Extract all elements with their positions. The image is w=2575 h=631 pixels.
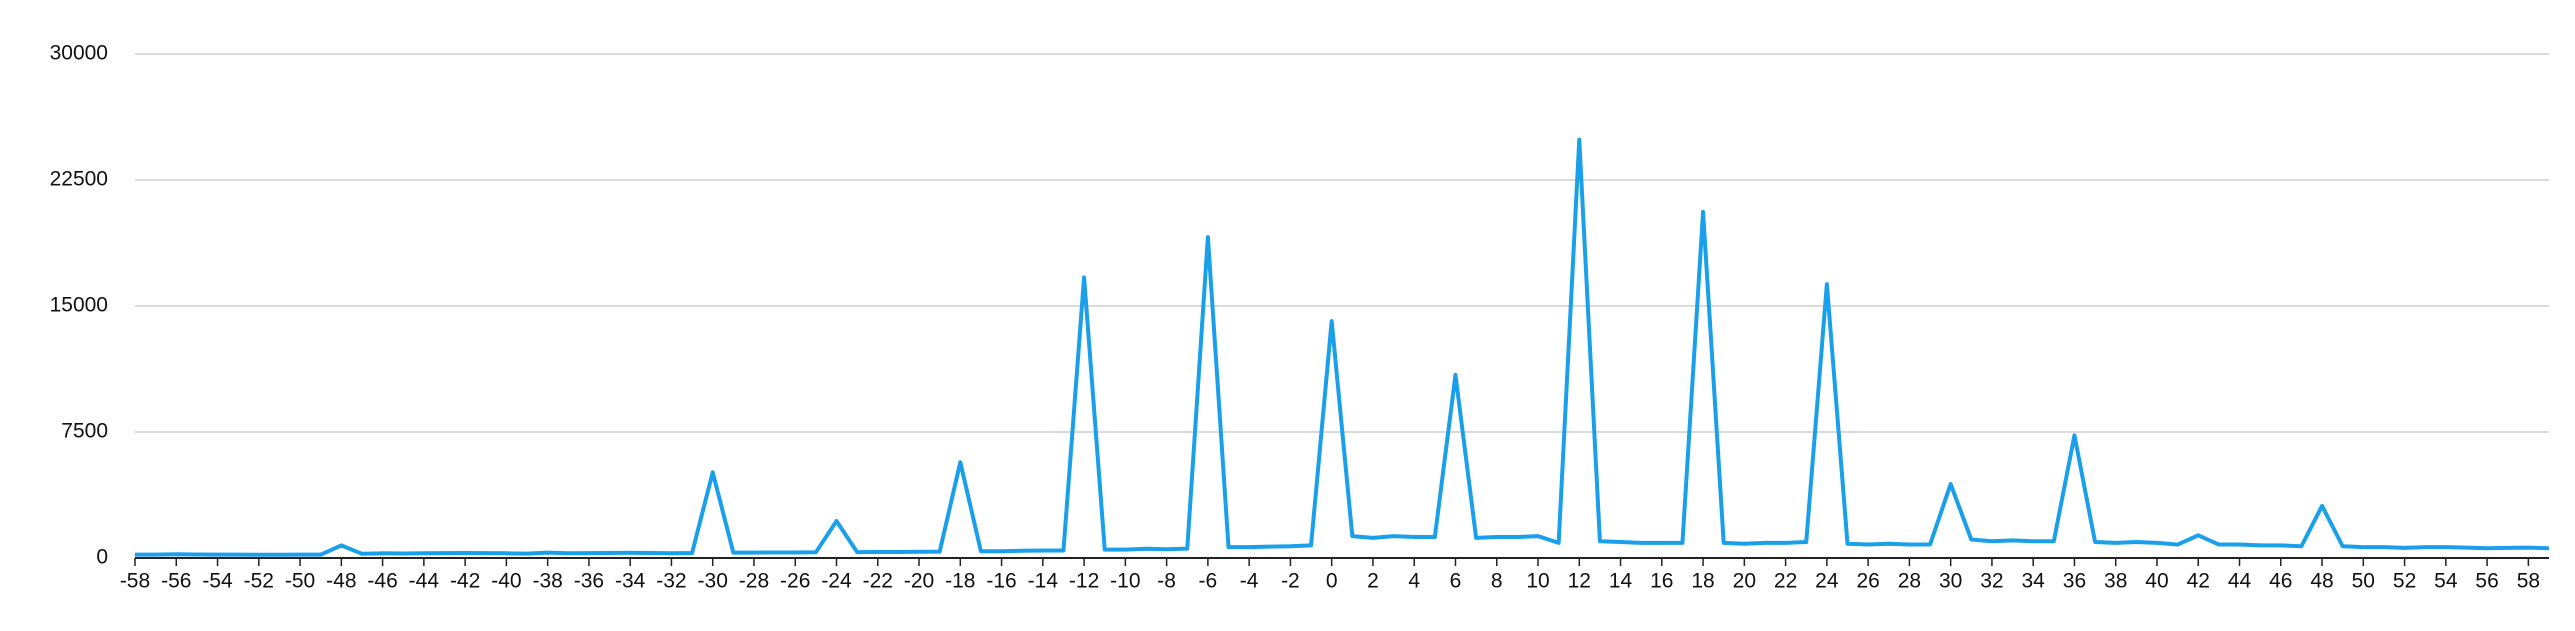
x-tick-label: -36	[574, 570, 604, 593]
y-tick-label: 22500	[50, 168, 108, 191]
x-tick-label: 44	[2228, 570, 2252, 593]
x-tick-label: 40	[2145, 570, 2168, 593]
x-tick-label: -58	[120, 570, 150, 593]
x-tick-label: 36	[2063, 570, 2086, 593]
x-tick-label: -56	[161, 570, 191, 593]
x-tick-label: -10	[1110, 570, 1140, 593]
x-tick-label: -38	[532, 570, 562, 593]
x-tick-label: 30	[1939, 570, 1962, 593]
x-tick-label: 16	[1650, 570, 1673, 593]
x-tick-label: -26	[780, 570, 810, 593]
x-tick-label: -14	[1028, 570, 1059, 593]
x-tick-label: 34	[2022, 570, 2046, 593]
x-tick-label: 22	[1774, 570, 1797, 593]
x-tick-label: -6	[1199, 570, 1218, 593]
x-tick-label: -42	[450, 570, 480, 593]
x-tick-label: 58	[2517, 570, 2540, 593]
x-tick-label: -2	[1281, 570, 1300, 593]
y-tick-label: 30000	[50, 42, 108, 65]
x-tick-label: 4	[1408, 570, 1420, 593]
x-tick-label: 18	[1691, 570, 1714, 593]
x-tick-label: 38	[2104, 570, 2127, 593]
y-tick-label: 7500	[61, 420, 108, 443]
x-tick-label: -24	[821, 570, 852, 593]
x-tick-label: 52	[2393, 570, 2416, 593]
x-tick-label: -12	[1069, 570, 1099, 593]
x-tick-label: 28	[1898, 570, 1921, 593]
x-tick-label: 24	[1815, 570, 1839, 593]
x-tick-label: 6	[1450, 570, 1462, 593]
x-tick-label: -40	[491, 570, 521, 593]
x-tick-label: 46	[2269, 570, 2292, 593]
x-tick-label: -4	[1240, 570, 1259, 593]
x-tick-label: -34	[615, 570, 646, 593]
x-tick-label: -50	[285, 570, 315, 593]
x-tick-label: 2	[1367, 570, 1379, 593]
x-tick-label: 0	[1326, 570, 1338, 593]
x-tick-label: 32	[1980, 570, 2003, 593]
x-tick-label: 50	[2352, 570, 2375, 593]
x-tick-label: -52	[244, 570, 274, 593]
x-tick-label: -28	[739, 570, 769, 593]
x-tick-label: -30	[698, 570, 728, 593]
x-tick-label: -16	[986, 570, 1016, 593]
y-tick-label: 15000	[50, 294, 108, 317]
x-tick-label: -22	[863, 570, 893, 593]
data-line	[135, 137, 2550, 557]
y-tick-label: 0	[96, 546, 108, 569]
x-tick-label: -46	[367, 570, 397, 593]
x-tick-label: 26	[1856, 570, 1879, 593]
x-tick-label: -54	[202, 570, 233, 593]
x-tick-label: 42	[2187, 570, 2210, 593]
x-tick-label: -32	[656, 570, 686, 593]
x-tick-label: 8	[1491, 570, 1503, 593]
x-tick-label: -18	[945, 570, 975, 593]
x-tick-label: -48	[326, 570, 356, 593]
x-tick-label: 48	[2310, 570, 2333, 593]
x-tick-label: 10	[1526, 570, 1549, 593]
x-tick-label: 12	[1568, 570, 1591, 593]
x-tick-label: -20	[904, 570, 934, 593]
x-tick-label: -44	[409, 570, 440, 593]
x-tick-label: 56	[2475, 570, 2498, 593]
x-tick-label: 20	[1733, 570, 1756, 593]
x-tick-label: 14	[1609, 570, 1633, 593]
x-tick-label: -8	[1157, 570, 1176, 593]
x-tick-label: 54	[2434, 570, 2458, 593]
